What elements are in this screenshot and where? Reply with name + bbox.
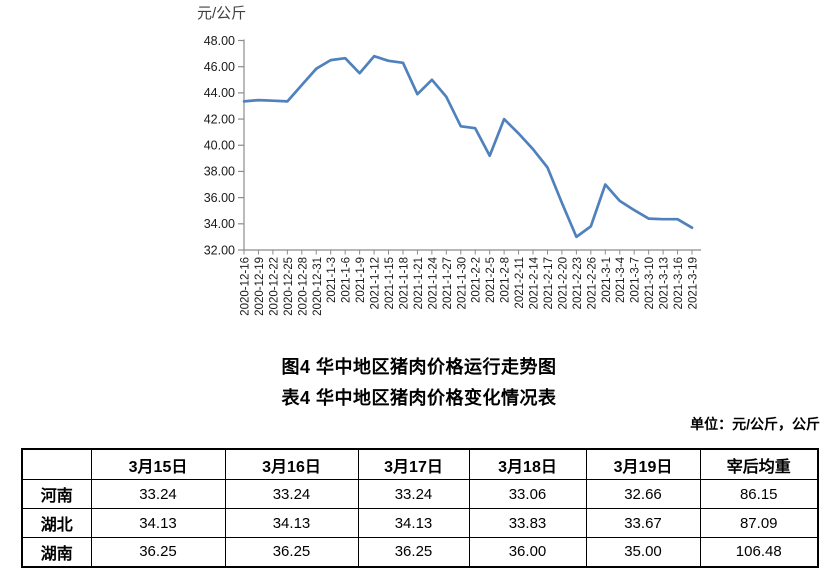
y-tick-label: 40.00 bbox=[204, 139, 235, 153]
table-cell: 36.25 bbox=[90, 537, 226, 567]
y-tick-label: 38.00 bbox=[204, 165, 235, 179]
table-cell: 33.24 bbox=[224, 479, 359, 509]
column-header: 3月18日 bbox=[468, 448, 587, 480]
x-tick-label: 2021-2-8 bbox=[500, 257, 512, 303]
x-tick-label: 2021-2-11 bbox=[514, 257, 526, 309]
y-axis-title: 元/公斤 bbox=[197, 5, 246, 22]
table-cell: 34.13 bbox=[224, 508, 359, 538]
y-tick-label: 32.00 bbox=[204, 243, 235, 257]
table-header-row: 3月15日 3月16日 3月17日 3月18日 3月19日 宰后均重 bbox=[21, 448, 819, 480]
x-tick-label: 2021-2-20 bbox=[557, 257, 569, 309]
table-title: 表4 华中地区猪肉价格变化情况表 bbox=[281, 388, 557, 408]
y-tick-label: 44.00 bbox=[204, 86, 235, 100]
x-tick-label: 2021-1-6 bbox=[341, 257, 353, 303]
x-tick-label: 2021-1-30 bbox=[456, 257, 468, 309]
region-label: 河南 bbox=[21, 479, 92, 509]
x-tick-label: 2020-12-22 bbox=[268, 257, 280, 316]
x-tick-label: 2021-1-15 bbox=[384, 257, 396, 309]
column-header: 3月17日 bbox=[357, 448, 470, 480]
x-tick-label: 2021-1-27 bbox=[442, 257, 454, 309]
y-tick-label: 48.00 bbox=[204, 34, 235, 48]
x-tick-label: 2021-3-4 bbox=[615, 256, 627, 303]
x-tick-label: 2020-12-16 bbox=[240, 257, 252, 316]
column-header: 宰后均重 bbox=[699, 448, 819, 480]
table-cell: 87.09 bbox=[699, 508, 819, 538]
x-tick-label: 2021-1-21 bbox=[413, 257, 425, 309]
price-line-series bbox=[242, 54, 694, 239]
table-cell: 34.13 bbox=[357, 508, 470, 538]
region-label: 湖北 bbox=[21, 508, 92, 538]
table-cell: 33.67 bbox=[585, 508, 701, 538]
x-tick-label: 2021-3-1 bbox=[601, 257, 613, 303]
x-tick-label: 2021-1-12 bbox=[370, 257, 382, 309]
price-trend-chart: 元/公斤 32.00 34.00 36.00 38.00 40.00 42.00 44.00 4… bbox=[197, 5, 701, 316]
table-cell: 36.00 bbox=[468, 537, 587, 567]
table-cell: 33.83 bbox=[468, 508, 587, 538]
column-header: 3月16日 bbox=[224, 448, 359, 480]
x-tick-label: 2021-2-2 bbox=[471, 257, 483, 303]
y-tick-label: 42.00 bbox=[204, 112, 235, 126]
table-cell: 35.00 bbox=[585, 537, 701, 567]
x-tick-label: 2020-12-19 bbox=[254, 257, 266, 316]
x-tick-label: 2020-12-31 bbox=[312, 257, 324, 316]
table-cell: 106.48 bbox=[699, 537, 819, 567]
table-row: 湖南 36.25 36.25 36.25 36.00 35.00 106.48 bbox=[21, 537, 819, 567]
x-tick-label: 2021-3-16 bbox=[673, 257, 685, 309]
y-tick-label: 46.00 bbox=[204, 60, 235, 74]
unit-note: 单位：元/公斤，公斤 bbox=[690, 416, 820, 432]
figure-title: 图4 华中地区猪肉价格运行走势图 bbox=[281, 357, 557, 377]
table-cell: 34.13 bbox=[90, 508, 226, 538]
corner-header-cell bbox=[21, 448, 92, 480]
x-tick-label: 2021-2-14 bbox=[529, 256, 541, 309]
x-tick-label: 2021-3-13 bbox=[659, 257, 671, 309]
x-tick-label: 2021-2-5 bbox=[485, 257, 497, 303]
x-tick-label: 2021-1-3 bbox=[326, 257, 338, 303]
column-header: 3月19日 bbox=[585, 448, 701, 480]
x-tick-label: 2021-2-23 bbox=[572, 257, 584, 309]
x-tick-label: 2021-2-17 bbox=[543, 257, 555, 309]
x-tick-label: 2021-3-7 bbox=[630, 257, 642, 303]
line-chart-canvas: 元/公斤 32.00 34.00 36.00 38.00 40.00 42.00 44.00 4… bbox=[197, 5, 701, 316]
table-cell: 32.66 bbox=[585, 479, 701, 509]
table-cell: 33.06 bbox=[468, 479, 587, 509]
table-cell: 36.25 bbox=[357, 537, 470, 567]
y-tick-label: 34.00 bbox=[204, 217, 235, 231]
table-cell: 86.15 bbox=[699, 479, 819, 509]
x-tick-label: 2020-12-28 bbox=[297, 257, 309, 316]
x-tick-label: 2021-2-26 bbox=[586, 257, 598, 309]
y-tick-label: 36.00 bbox=[204, 191, 235, 205]
x-tick-label: 2021-3-10 bbox=[644, 257, 656, 309]
region-label: 湖南 bbox=[21, 537, 92, 567]
x-tick-label: 2020-12-25 bbox=[283, 257, 295, 316]
table-row: 河南 33.24 33.24 33.24 33.06 32.66 86.15 bbox=[21, 479, 819, 509]
x-tick-label: 2021-1-9 bbox=[355, 257, 367, 303]
table-cell: 36.25 bbox=[224, 537, 359, 567]
x-tick-label: 2021-1-18 bbox=[398, 257, 410, 309]
table-cell: 33.24 bbox=[357, 479, 470, 509]
table-row: 湖北 34.13 34.13 34.13 33.83 33.67 87.09 bbox=[21, 508, 819, 538]
x-tick-label: 2021-3-19 bbox=[687, 257, 699, 309]
table-cell: 33.24 bbox=[90, 479, 226, 509]
price-table: 3月15日 3月16日 3月17日 3月18日 3月19日 宰后均重 河南 33.24 33.… bbox=[21, 448, 819, 568]
x-tick-label: 2021-1-24 bbox=[427, 256, 439, 309]
column-header: 3月15日 bbox=[90, 448, 226, 480]
